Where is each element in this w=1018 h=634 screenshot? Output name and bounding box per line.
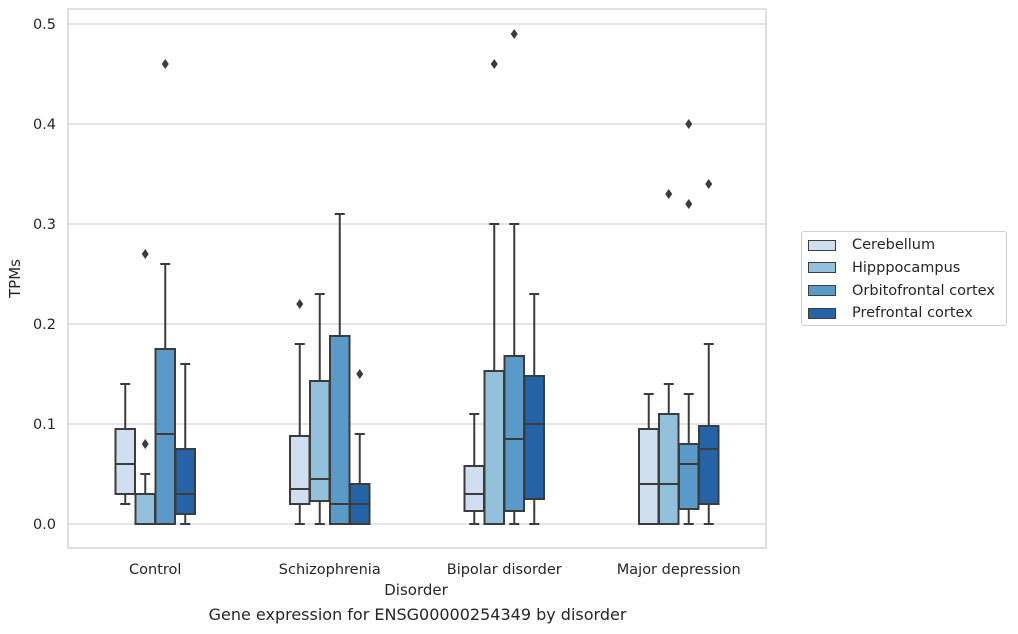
legend-item: Prefrontal cortex <box>808 303 973 323</box>
legend-swatch <box>808 262 836 274</box>
outlier-point <box>296 299 304 309</box>
y-tick-label: 0.3 <box>33 217 56 233</box>
box-body <box>174 448 196 515</box>
box-body <box>678 443 700 510</box>
legend: Cerebellum Hipppocampus Orbitofrontal cort… <box>801 231 1007 326</box>
box-body <box>638 428 660 525</box>
box-body <box>483 370 505 525</box>
box-body <box>309 380 331 502</box>
legend-label: Prefrontal cortex <box>852 305 973 322</box>
outlier-point <box>705 179 713 189</box>
x-axis-label: Disorder <box>384 581 448 599</box>
y-axis-label: TPMs <box>6 259 24 299</box>
outlier-point <box>161 59 169 69</box>
legend-item: Cerebellum <box>808 235 935 255</box>
y-tick-label: 0.5 <box>33 17 56 33</box>
outlier-point <box>685 119 693 129</box>
box-prefrontal-cortex <box>174 363 196 525</box>
box-cerebellum <box>463 413 485 525</box>
box-body <box>463 465 485 512</box>
y-axis-ticks: 0.0 0.1 0.2 0.3 0.4 0.5 <box>33 17 56 533</box>
y-tick-label: 0.0 <box>33 517 56 533</box>
legend-label: Cerebellum <box>852 237 936 253</box>
box-orbitofrontal-cortex <box>678 119 700 525</box>
outlier-point <box>665 189 673 199</box>
outlier-point <box>685 199 693 209</box>
x-tick-label: Bipolar disorder <box>447 562 562 578</box>
box-hipppocampus <box>483 59 505 525</box>
box-orbitofrontal-cortex <box>154 59 176 525</box>
box-body <box>698 425 720 505</box>
outlier-point <box>141 439 149 449</box>
box-orbitofrontal-cortex <box>329 213 351 525</box>
box-hipppocampus <box>134 249 156 525</box>
box-body <box>329 335 351 525</box>
outlier-point <box>356 369 364 379</box>
box-body <box>134 493 156 525</box>
box-body <box>154 348 176 525</box>
box-series <box>114 29 720 525</box>
x-axis-ticks: Control Schizophrenia Bipolar disorder Majo… <box>129 562 741 578</box>
x-tick-label: Major depression <box>617 562 741 578</box>
outlier-point <box>141 249 149 259</box>
box-body <box>114 428 136 495</box>
box-cerebellum <box>638 393 660 525</box>
box-body <box>503 355 525 512</box>
plot-frame <box>67 8 767 549</box>
y-tick-label: 0.2 <box>33 317 56 333</box>
box-cerebellum <box>289 299 311 525</box>
chart-caption: Gene expression for ENSG00000254349 by d… <box>208 605 627 624</box>
y-tick-label: 0.4 <box>33 117 56 133</box>
box-prefrontal-cortex <box>523 293 545 525</box>
outlier-point <box>510 29 518 39</box>
legend-label: Hipppocampus <box>852 259 961 276</box>
box-orbitofrontal-cortex <box>503 29 525 525</box>
legend-item: Hipppocampus <box>808 258 960 278</box>
x-tick-label: Control <box>129 562 181 578</box>
y-tick-label: 0.1 <box>33 417 56 433</box>
box-body <box>658 413 680 525</box>
legend-swatch <box>808 307 836 319</box>
box-body <box>289 435 311 505</box>
legend-item: Orbitofrontal cortex <box>808 281 995 301</box>
box-prefrontal-cortex <box>698 179 720 525</box>
box-hipppocampus <box>658 189 680 525</box>
x-tick-label: Schizophrenia <box>279 562 381 578</box>
box-body <box>523 375 545 500</box>
legend-label: Orbitofrontal cortex <box>852 282 995 299</box>
box-prefrontal-cortex <box>349 369 371 525</box>
box-cerebellum <box>114 383 136 505</box>
box-hipppocampus <box>309 293 331 525</box>
legend-swatch <box>808 285 836 297</box>
outlier-point <box>490 59 498 69</box>
legend-swatch <box>808 239 836 251</box>
